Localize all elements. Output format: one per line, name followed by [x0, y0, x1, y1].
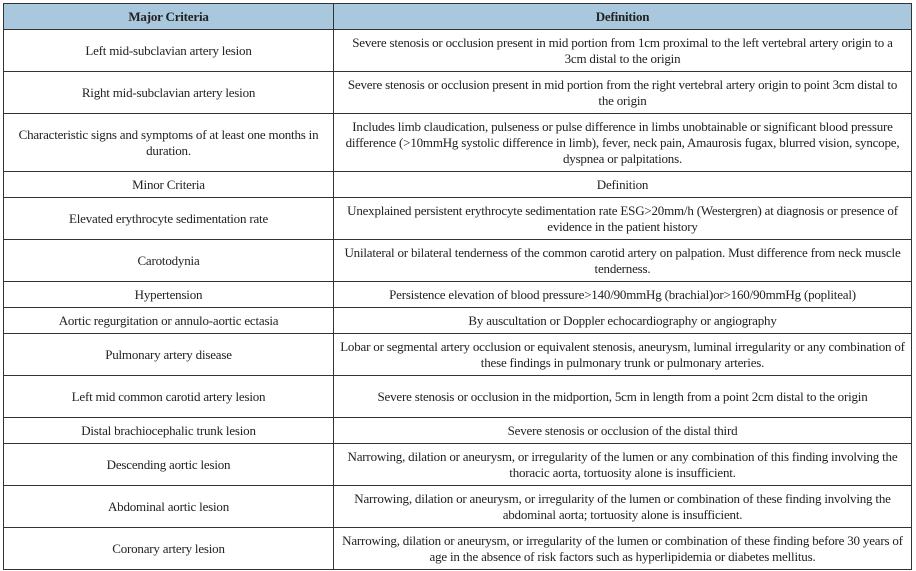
header-minor-definition: Definition — [333, 171, 912, 198]
definition-cell: Severe stenosis or occlusion of the dist… — [333, 417, 912, 444]
criterion-cell: Distal brachiocephalic trunk lesion — [3, 417, 334, 444]
criterion-cell: Characteristic signs and symptoms of at … — [3, 113, 334, 172]
definition-cell: Narrowing, dilation or aneurysm, or irre… — [333, 485, 912, 528]
definition-cell: Severe stenosis or occlusion present in … — [333, 71, 912, 114]
definition-cell: Lobar or segmental artery occlusion or e… — [333, 333, 912, 376]
criterion-cell: Hypertension — [3, 281, 334, 308]
criterion-cell: Pulmonary artery disease — [3, 333, 334, 376]
table-row: Pulmonary artery disease Lobar or segmen… — [3, 333, 912, 376]
criterion-cell: Right mid-subclavian artery lesion — [3, 71, 334, 114]
criterion-cell: Aortic regurgitation or annulo-aortic ec… — [3, 307, 334, 334]
header-minor-criteria: Minor Criteria — [3, 171, 334, 198]
table-row: Descending aortic lesion Narrowing, dila… — [3, 443, 912, 486]
minor-header-row: Minor Criteria Definition — [3, 171, 912, 198]
definition-cell: Unexplained persistent erythrocyte sedim… — [333, 197, 912, 240]
definition-cell: Persistence elevation of blood pressure>… — [333, 281, 912, 308]
definition-cell: Includes limb claudication, pulseness or… — [333, 113, 912, 172]
criteria-table: Major Criteria Definition Left mid-subcl… — [3, 3, 912, 570]
criterion-cell: Coronary artery lesion — [3, 527, 334, 570]
header-definition: Definition — [333, 3, 912, 30]
criterion-cell: Carotodynia — [3, 239, 334, 282]
table-row: Right mid-subclavian artery lesion Sever… — [3, 71, 912, 114]
header-major-criteria: Major Criteria — [3, 3, 334, 30]
criterion-cell: Left mid-subclavian artery lesion — [3, 29, 334, 72]
table-row: Left mid-subclavian artery lesion Severe… — [3, 29, 912, 72]
criterion-cell: Left mid common carotid artery lesion — [3, 375, 334, 418]
table-row: Carotodynia Unilateral or bilateral tend… — [3, 239, 912, 282]
criterion-cell: Elevated erythrocyte sedimentation rate — [3, 197, 334, 240]
table-row: Coronary artery lesion Narrowing, dilati… — [3, 527, 912, 570]
table-row: Abdominal aortic lesion Narrowing, dilat… — [3, 485, 912, 528]
definition-cell: By auscultation or Doppler echocardiogra… — [333, 307, 912, 334]
table-row: Distal brachiocephalic trunk lesion Seve… — [3, 417, 912, 444]
table-row: Characteristic signs and symptoms of at … — [3, 113, 912, 172]
table-header-row: Major Criteria Definition — [3, 3, 912, 30]
definition-cell: Narrowing, dilation or aneurysm, or irre… — [333, 527, 912, 570]
table-row: Left mid common carotid artery lesion Se… — [3, 375, 912, 418]
definition-cell: Unilateral or bilateral tenderness of th… — [333, 239, 912, 282]
criterion-cell: Descending aortic lesion — [3, 443, 334, 486]
table-row: Elevated erythrocyte sedimentation rate … — [3, 197, 912, 240]
definition-cell: Severe stenosis or occlusion present in … — [333, 29, 912, 72]
criterion-cell: Abdominal aortic lesion — [3, 485, 334, 528]
table-row: Hypertension Persistence elevation of bl… — [3, 281, 912, 308]
definition-cell: Narrowing, dilation or aneurysm, or irre… — [333, 443, 912, 486]
definition-cell: Severe stenosis or occlusion in the midp… — [333, 375, 912, 418]
table-row: Aortic regurgitation or annulo-aortic ec… — [3, 307, 912, 334]
